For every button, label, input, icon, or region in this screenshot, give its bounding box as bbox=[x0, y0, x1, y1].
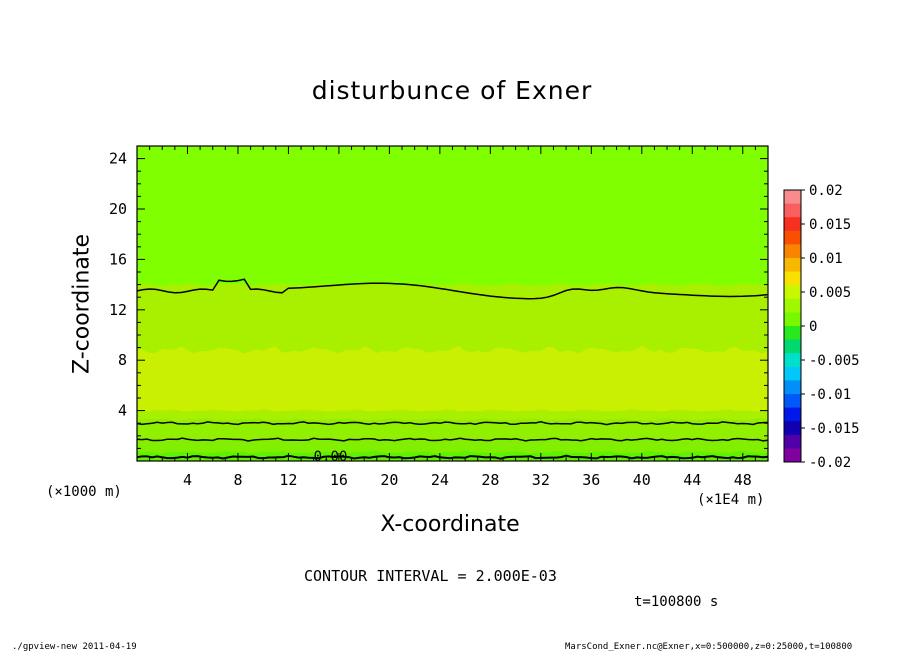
contour-line bbox=[136, 437, 769, 442]
colorbar-swatch bbox=[784, 366, 801, 381]
chart-title: disturbunce of Exner bbox=[311, 76, 593, 105]
colorbar-label: -0.01 bbox=[809, 387, 851, 403]
colorbar-label: 0.015 bbox=[809, 217, 851, 233]
footer-right-text: MarsCond_Exner.nc@Exner,x=0:500000,z=0:2… bbox=[565, 642, 853, 652]
colorbar-swatch bbox=[784, 258, 801, 273]
x-axis-label: X-coordinate bbox=[380, 512, 520, 537]
x-tick-label: 32 bbox=[532, 471, 550, 489]
colorbar-label: 0 bbox=[809, 319, 817, 335]
colorbar-swatch bbox=[784, 380, 801, 395]
y-tick-label: 16 bbox=[109, 250, 127, 268]
colorbar-label: -0.005 bbox=[809, 353, 860, 369]
plot-area bbox=[137, 146, 768, 461]
colorbar-swatch bbox=[784, 339, 801, 354]
colorbar-label: 0.005 bbox=[809, 285, 851, 301]
x-tick-label: 28 bbox=[481, 471, 499, 489]
contour-interval-label: CONTOUR INTERVAL = 2.000E-03 bbox=[304, 567, 557, 585]
y-tick-label: 4 bbox=[118, 402, 127, 420]
x-tick-label: 8 bbox=[233, 471, 242, 489]
x-tick-label: 48 bbox=[734, 471, 752, 489]
x-tick-label: 36 bbox=[582, 471, 600, 489]
z-scale-label: (×1000 m) bbox=[46, 484, 122, 500]
colorbar-label: 0.01 bbox=[809, 251, 843, 267]
colorbar: 0.02 0.015 0.01 0.005 0 -0.005 -0.01 -0.015 -0.0… bbox=[783, 183, 860, 471]
colorbar-label: -0.015 bbox=[809, 421, 860, 437]
colorbar-swatch bbox=[784, 434, 801, 449]
colorbar-swatch bbox=[784, 230, 801, 245]
y-tick-label: 20 bbox=[109, 200, 127, 218]
colorbar-swatch bbox=[784, 285, 801, 300]
time-label: t=100800 s bbox=[634, 594, 719, 610]
footer-left-text: ./gpview-new 2011-04-19 bbox=[12, 642, 137, 652]
x-tick-label: 20 bbox=[380, 471, 398, 489]
y-tick-label: 24 bbox=[109, 150, 127, 168]
colorbar-swatch bbox=[784, 353, 801, 368]
colorbar-swatch bbox=[784, 407, 801, 422]
contour-line bbox=[136, 421, 769, 426]
y-tick-label: 12 bbox=[109, 301, 127, 319]
colorbar-swatch bbox=[784, 217, 801, 232]
x-tick-label: 40 bbox=[633, 471, 651, 489]
x-tick-label: 16 bbox=[330, 471, 348, 489]
x-tick-label: 44 bbox=[683, 471, 701, 489]
contour-line bbox=[136, 278, 769, 300]
x-tick-label: 4 bbox=[183, 471, 192, 489]
colorbar-swatch bbox=[784, 421, 801, 436]
colorbar-swatch bbox=[784, 271, 801, 286]
colorbar-swatch bbox=[784, 394, 801, 409]
colorbar-swatch bbox=[784, 203, 801, 218]
colorbar-label: 0.02 bbox=[809, 183, 843, 199]
x-tick-label: 24 bbox=[431, 471, 449, 489]
colorbar-swatch bbox=[784, 326, 801, 341]
colorbar-swatch bbox=[784, 190, 801, 205]
colorbar-label: -0.02 bbox=[809, 455, 851, 471]
region-band bbox=[137, 450, 768, 461]
x-tick-label: 12 bbox=[279, 471, 297, 489]
contour-label: 0.00 bbox=[314, 449, 348, 465]
colorbar-swatch bbox=[784, 312, 801, 327]
x-scale-label: (×1E4 m) bbox=[697, 492, 765, 508]
colorbar-swatch bbox=[784, 298, 801, 313]
colorbar-swatch bbox=[784, 448, 801, 463]
y-tick-label: 8 bbox=[118, 351, 127, 369]
colorbar-swatch bbox=[784, 244, 801, 259]
y-axis-label: Z-coordinate bbox=[69, 234, 95, 374]
